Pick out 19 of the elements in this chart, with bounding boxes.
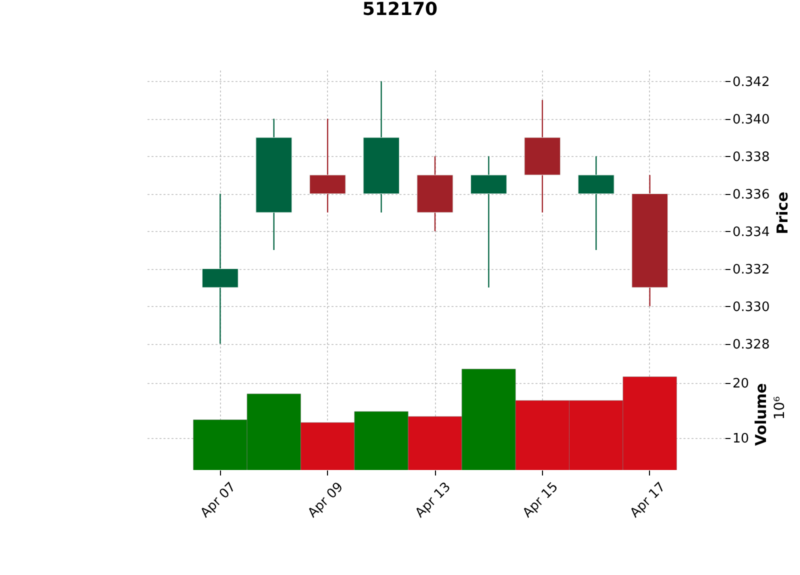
chart-title: 512170 [362, 0, 438, 20]
y-tick-label: 20 [732, 376, 750, 392]
x-tick-label: Apr 17 [628, 480, 669, 521]
y-tick-label: 0.336 [732, 187, 770, 202]
y-tick-label: 0.330 [732, 300, 770, 315]
x-tick-label: Apr 09 [305, 480, 346, 521]
y-tick-label: 0.328 [732, 337, 770, 352]
y-tick-label: 0.338 [732, 150, 770, 165]
y-axis-title: Volume [752, 383, 770, 446]
y-tick-label: 0.334 [732, 224, 770, 240]
y-tick-label: 0.340 [732, 112, 770, 128]
y-axis-title: Price [774, 192, 792, 234]
text: 10⁶ [772, 396, 788, 420]
y-tick-label: 0.332 [732, 262, 770, 278]
y-tick-label: 0.342 [732, 74, 770, 90]
x-tick-label: Apr 15 [520, 480, 562, 521]
x-tick-label: Apr 07 [198, 480, 240, 521]
x-tick-label: Apr 13 [412, 480, 454, 521]
y-tick-label: 10 [732, 432, 750, 446]
